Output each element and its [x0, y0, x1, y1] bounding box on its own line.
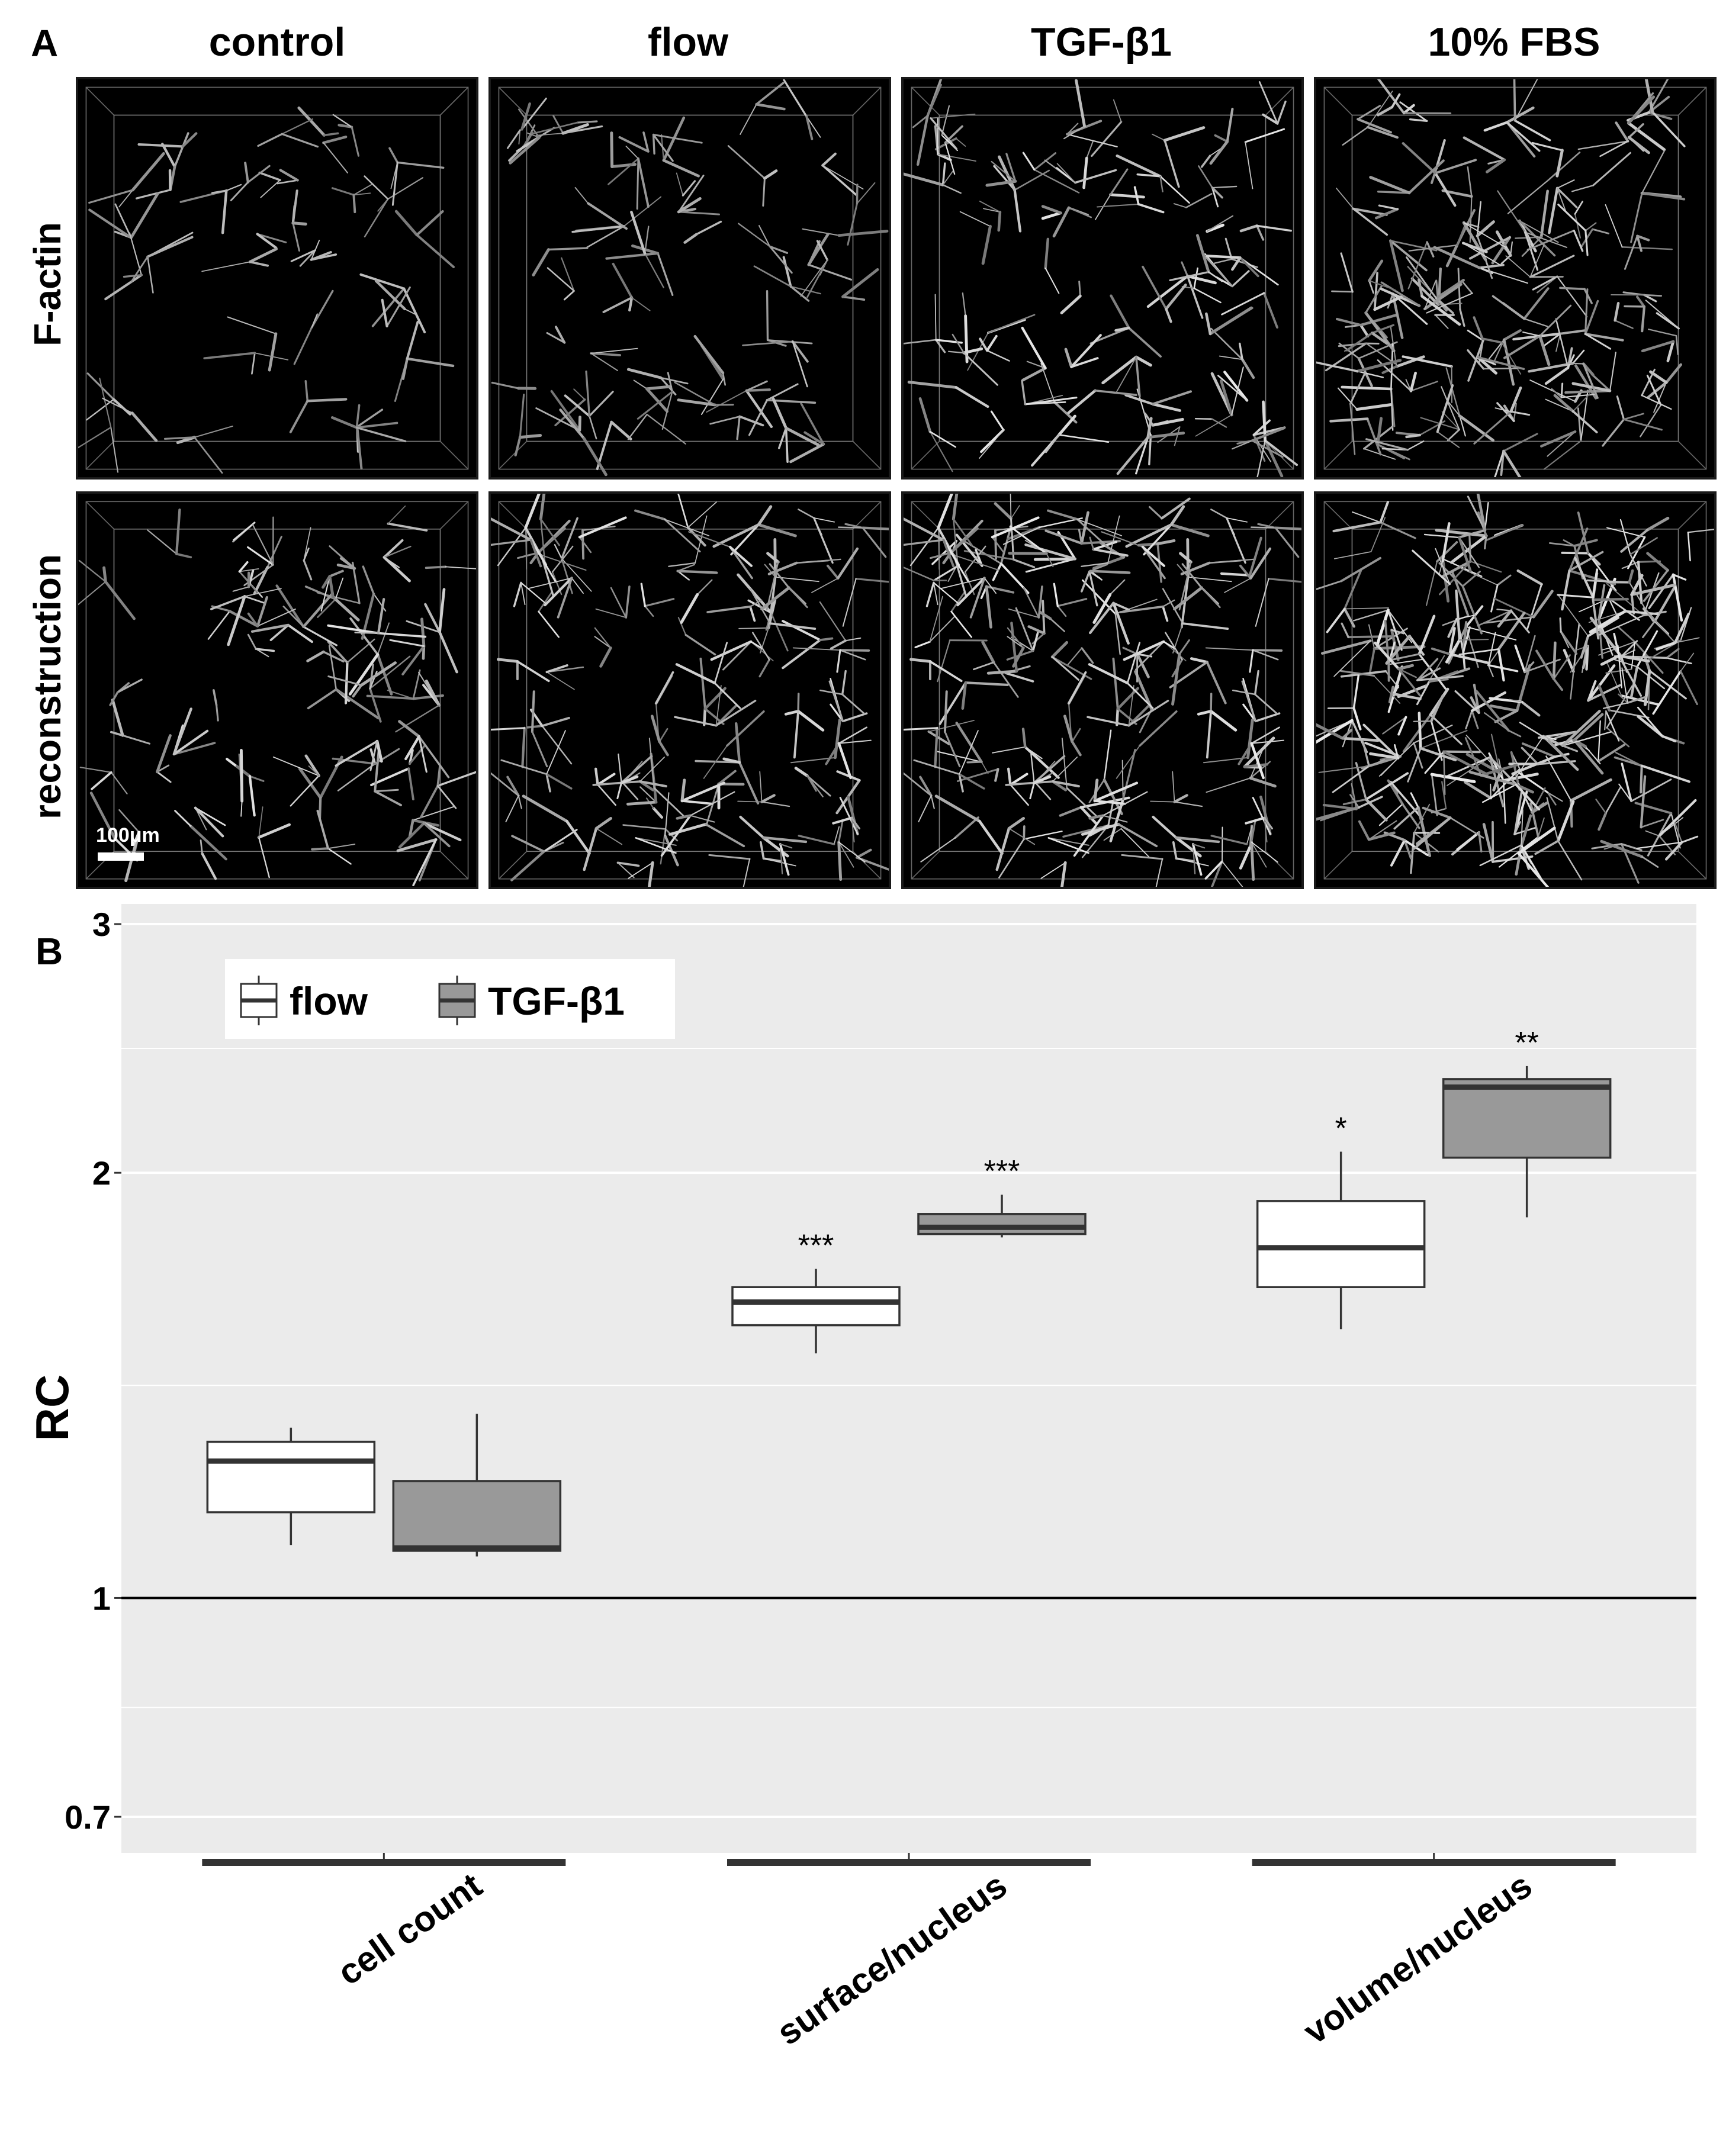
box-flow-0 [206, 1427, 376, 1546]
y-tick-label: 1 [92, 1579, 111, 1617]
significance-label: *** [798, 1228, 834, 1263]
column-title-control: control [208, 20, 346, 65]
box-tgf-1-0 [392, 1414, 562, 1557]
column-title-tgf-b1: TGF-β1 [1031, 20, 1172, 65]
x-tick-label: surface/nucleus [770, 1865, 1014, 2053]
boxes: ********* [206, 1026, 1612, 1557]
micrograph-recon-fbs [1314, 491, 1717, 889]
legend-item-1: TGF-β1 [438, 976, 625, 1025]
scale-bar [98, 852, 144, 861]
plot-panel [121, 904, 1696, 1853]
micrograph-image [491, 494, 889, 887]
micrograph-recon-flow [488, 491, 891, 889]
micrograph-factin-fbs [1314, 77, 1717, 480]
y-tick-label: 0.7 [65, 1798, 111, 1836]
significance-label: ** [1515, 1026, 1538, 1060]
row-label-f-actin: F-actin [26, 222, 69, 346]
micrograph-image [491, 79, 889, 477]
panel-b-letter: B [36, 930, 63, 973]
micrograph-recon-control [76, 491, 478, 889]
gridlines [121, 922, 1696, 1819]
x-tick-label: volume/nucleus [1296, 1865, 1539, 2052]
y-axis-label: RC [26, 1375, 78, 1441]
box-iqr [1442, 1078, 1612, 1159]
micrograph-image [1316, 494, 1714, 887]
legend-item-0: flow [240, 976, 368, 1025]
y-tick-label: 2 [92, 1154, 111, 1192]
micrograph-image [78, 501, 476, 886]
y-axis: 0.7 1 2 3 [65, 906, 121, 1836]
box-iqr [392, 1480, 562, 1552]
box-flow-1: *** [731, 1228, 901, 1354]
box-flow-2: * [1256, 1111, 1426, 1330]
x-axis: cell count surface/nucleus volume/nucleus [202, 1853, 1616, 2053]
micrograph-image [904, 79, 1298, 477]
legend-label: TGF-β1 [488, 979, 625, 1023]
scale-bar-label: 100μm [96, 824, 160, 847]
box-iqr [917, 1213, 1087, 1235]
micrograph-image [78, 86, 469, 474]
y-tick-label: 3 [92, 906, 111, 943]
x-tick-label: cell count [330, 1865, 489, 1993]
column-title-fbs: 10% FBS [1428, 20, 1600, 65]
box-tgf-1-2: ** [1442, 1026, 1612, 1218]
significance-label: * [1335, 1111, 1347, 1145]
micrograph-factin-flow [488, 77, 891, 480]
legend-label: flow [290, 979, 368, 1023]
box-iqr [1256, 1200, 1426, 1288]
micrograph-image [1316, 79, 1707, 477]
panel-a-letter: A [31, 22, 59, 65]
row-label-reconstruction: reconstruction [26, 554, 69, 820]
box-iqr [731, 1286, 901, 1327]
micrograph-factin-control [76, 77, 478, 480]
column-title-flow: flow [648, 20, 728, 65]
box-tgf-1-1: *** [917, 1154, 1087, 1238]
micrograph-factin-tgf [901, 77, 1304, 480]
micrograph-image [904, 494, 1301, 887]
box-iqr [206, 1440, 376, 1514]
micrograph-recon-tgf [901, 491, 1304, 889]
significance-label: *** [984, 1154, 1020, 1189]
legend: flow TGF-β1 [225, 959, 675, 1039]
